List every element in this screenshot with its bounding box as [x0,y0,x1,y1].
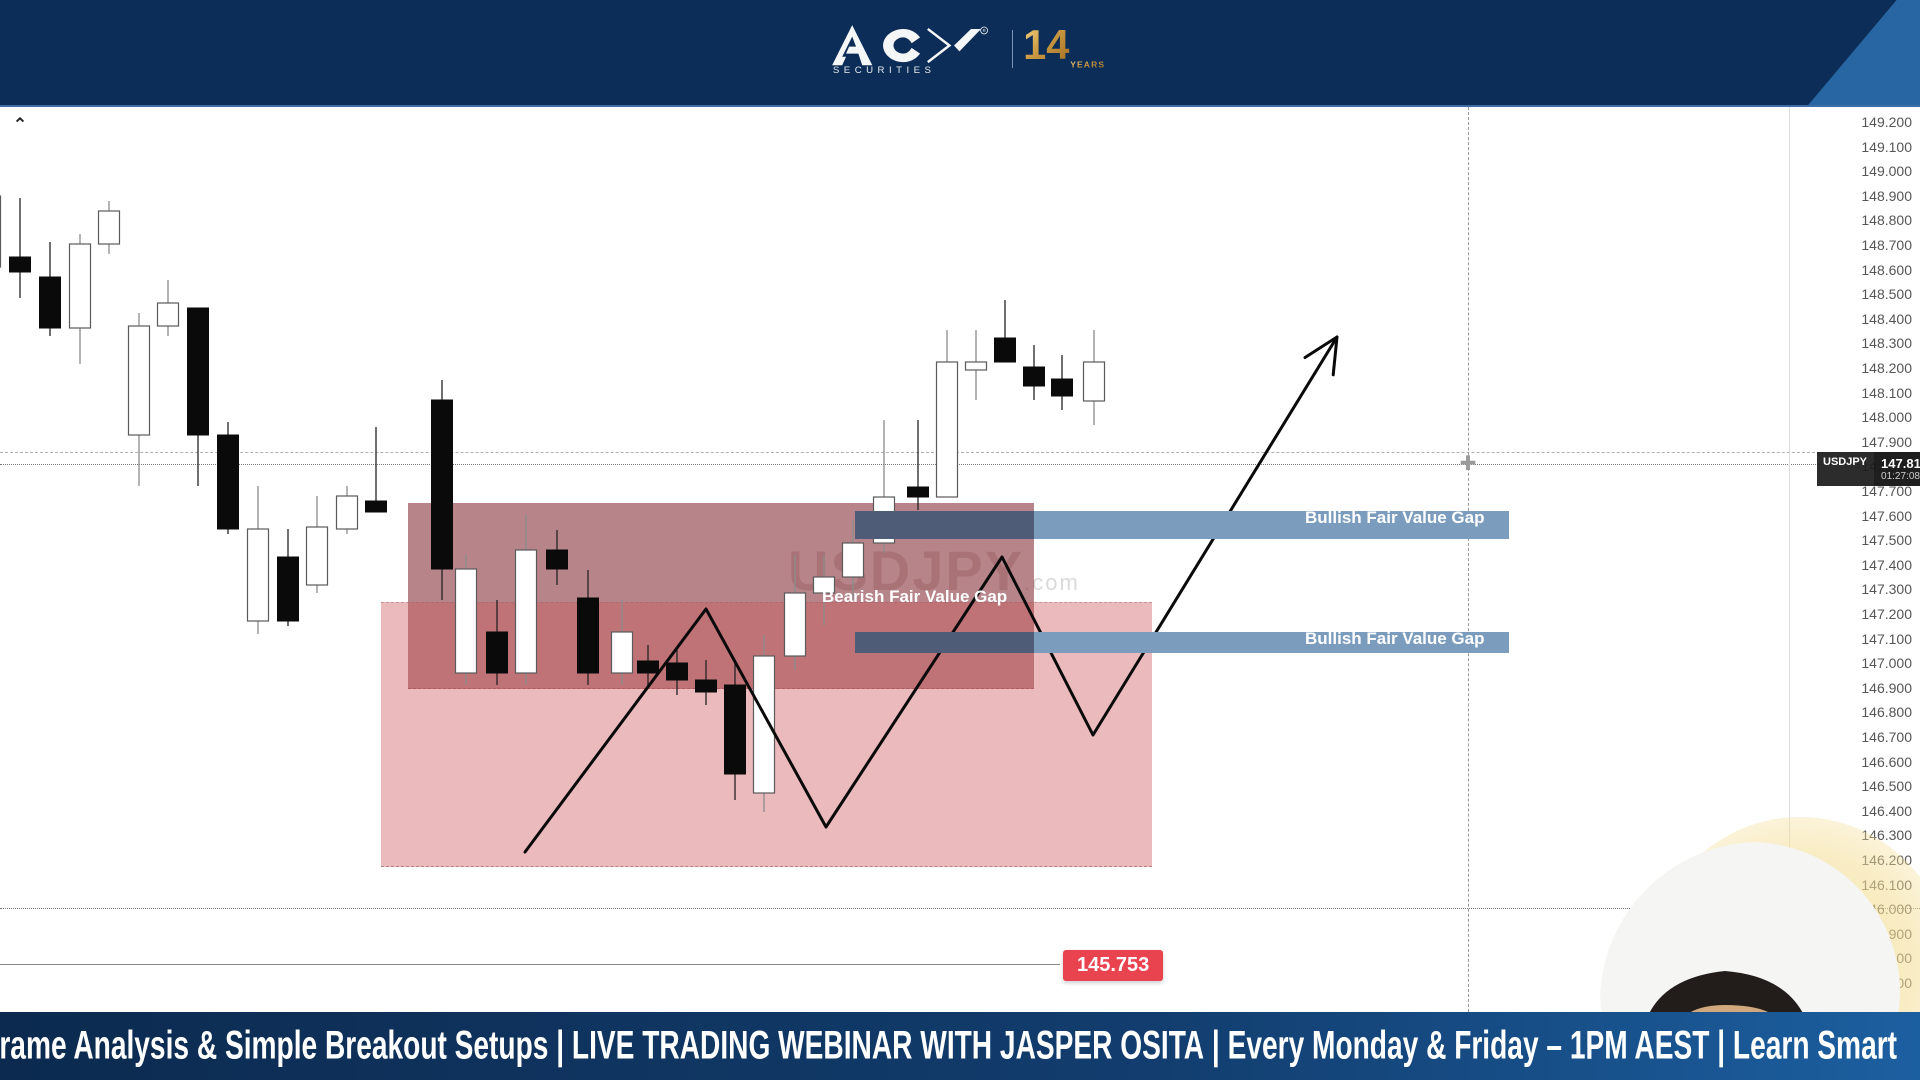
svg-text:SECURITIES: SECURITIES [833,64,936,75]
svg-text:14: 14 [1023,22,1069,68]
svg-text:YEARS: YEARS [1070,59,1105,69]
svg-text:R: R [983,28,986,33]
